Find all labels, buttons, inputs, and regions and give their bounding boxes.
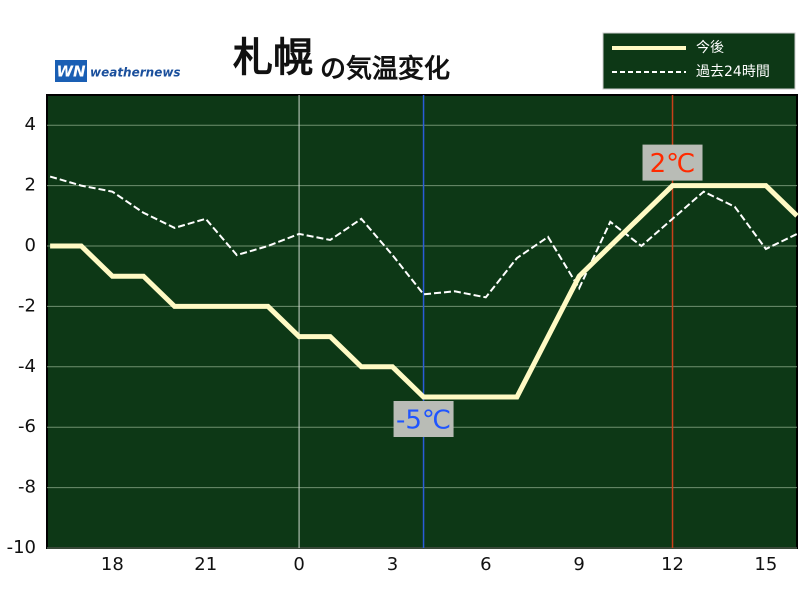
logo-box bbox=[55, 60, 87, 82]
series-line bbox=[50, 183, 799, 400]
x-tick-label: 15 bbox=[754, 554, 777, 575]
logo: WN weathernews bbox=[55, 60, 181, 82]
annotation-label: 2℃ bbox=[650, 149, 696, 179]
legend-box bbox=[602, 32, 796, 90]
annotation-box bbox=[642, 144, 703, 181]
legend-label: 今後 bbox=[696, 40, 724, 56]
y-tick-label: -4 bbox=[18, 356, 36, 377]
x-tick-label: 0 bbox=[293, 554, 304, 575]
x-tick-label: 6 bbox=[480, 554, 491, 575]
x-tick-label: 21 bbox=[194, 554, 217, 575]
annotation-box bbox=[393, 401, 454, 437]
y-tick-label: 0 bbox=[25, 235, 36, 256]
x-tick-label: 3 bbox=[387, 554, 398, 575]
x-tick-label: 18 bbox=[101, 554, 124, 575]
y-tick-label: 4 bbox=[25, 114, 36, 135]
series-line bbox=[49, 175, 798, 299]
y-tick-label: -6 bbox=[18, 416, 36, 437]
legend-label: 過去24時間 bbox=[696, 64, 770, 80]
x-tick-label: 12 bbox=[661, 554, 684, 575]
x-tick-label: 9 bbox=[573, 554, 584, 575]
chart-title: 札幌 bbox=[233, 35, 313, 81]
logo-mark: WN bbox=[56, 63, 86, 81]
chart-subtitle: の気温変化 bbox=[320, 54, 450, 85]
annotation-label: -5℃ bbox=[396, 406, 451, 436]
logo-text: weathernews bbox=[90, 66, 181, 80]
y-tick-label: -2 bbox=[18, 295, 36, 316]
y-tick-label: 2 bbox=[25, 175, 36, 196]
y-tick-label: -8 bbox=[18, 477, 36, 498]
y-tick-label: -10 bbox=[7, 537, 36, 558]
